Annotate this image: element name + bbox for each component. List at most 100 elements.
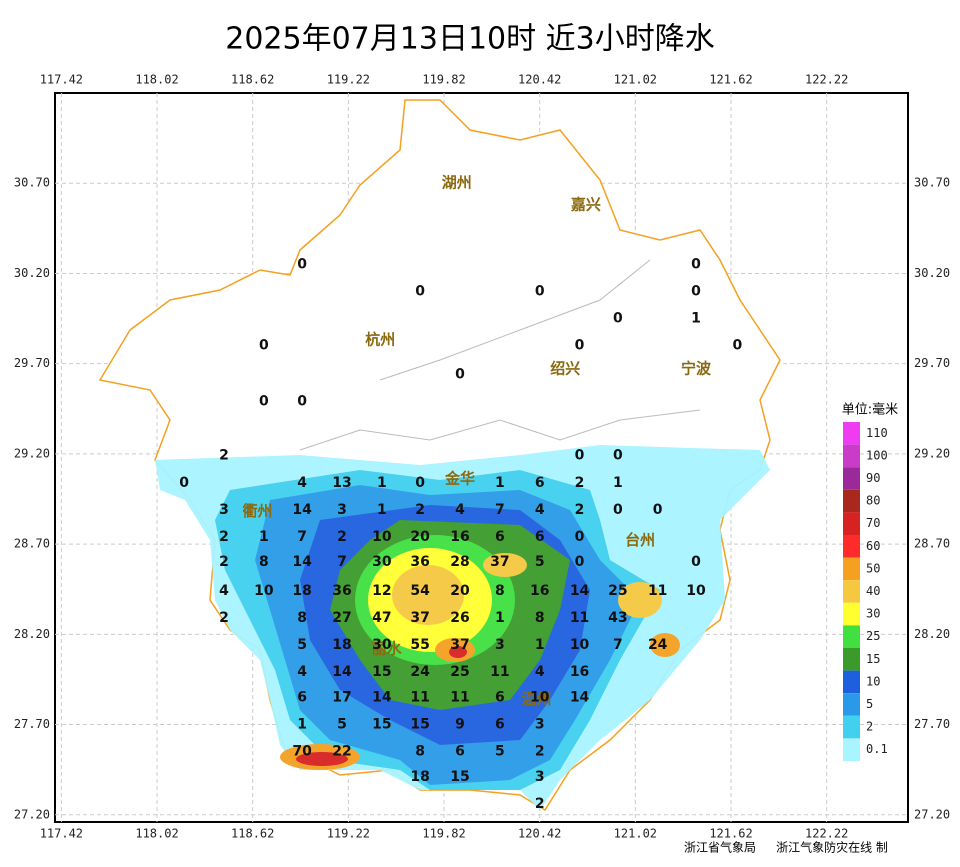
station-value: 3 [535,769,545,785]
station-value: 1 [495,475,505,491]
station-value: 47 [372,610,391,626]
station-value: 16 [450,529,469,545]
station-value: 25 [608,583,627,599]
station-value: 0 [575,529,585,545]
station-value: 14 [332,664,352,680]
rain-shading [155,445,770,810]
station-value: 37 [490,554,509,570]
station-value: 11 [648,583,667,599]
x-tick-label: 118.62 [231,827,274,841]
x-tick-label: 119.82 [422,827,465,841]
y-tick-label: 28.20 [914,627,950,641]
station-value: 18 [292,583,311,599]
city-label: 湖州 [442,174,472,192]
legend-swatch [843,557,860,581]
x-tick-label: 121.62 [709,827,752,841]
legend-label: 50 [866,561,880,575]
station-value: 30 [372,637,392,653]
city-label: 宁波 [681,360,712,378]
station-value: 14 [570,689,590,705]
legend-label: 2 [866,720,873,734]
station-value: 14 [372,689,392,705]
legend-label: 80 [866,494,880,508]
station-value: 12 [372,583,391,599]
station-value: 8 [415,744,425,760]
city-label: 绍兴 [550,360,580,378]
x-tick-label: 117.42 [40,73,83,87]
station-value: 28 [450,554,469,570]
station-value: 10 [372,529,392,545]
station-value: 0 [691,554,701,570]
station-value: 4 [219,583,229,599]
station-value: 5 [297,637,307,653]
x-tick-label: 121.62 [709,73,752,87]
city-label: 衢州 [242,502,272,520]
y-tick-label: 29.70 [14,356,50,370]
station-value: 0 [575,554,585,570]
station-value: 20 [450,583,470,599]
legend-swatch [843,489,860,513]
station-value: 6 [297,689,307,705]
legend-label: 100 [866,448,888,462]
station-value: 6 [455,744,465,760]
station-value: 7 [337,554,347,570]
station-value: 16 [570,664,589,680]
station-value: 0 [691,283,701,299]
station-value: 5 [535,554,545,570]
station-value: 10 [570,637,590,653]
station-value: 6 [535,475,545,491]
station-value: 24 [410,664,430,680]
station-value: 6 [495,529,505,545]
station-value: 18 [332,637,351,653]
station-value: 0 [415,475,425,491]
y-tick-label: 29.70 [914,356,950,370]
rain-area [618,582,662,618]
rain-area [296,752,348,766]
legend-label: 15 [866,652,880,666]
station-value: 22 [332,744,351,760]
city-label: 金华 [444,470,475,488]
station-value: 11 [410,689,429,705]
station-value: 36 [410,554,429,570]
station-value: 26 [450,610,469,626]
station-value: 3 [495,637,505,653]
station-value: 2 [535,796,545,812]
y-tick-label: 30.20 [14,266,50,280]
station-value: 8 [297,610,307,626]
station-value: 1 [613,475,623,491]
station-value: 2 [219,554,229,570]
y-tick-label: 27.70 [914,717,950,731]
y-tick-label: 30.70 [914,176,950,190]
station-value: 5 [337,717,347,733]
x-tick-label: 120.42 [518,73,561,87]
footer: 浙江省气象局 [684,840,756,855]
city-border [299,409,701,451]
station-value: 70 [292,744,312,760]
rain-area [483,553,527,577]
station-value: 7 [495,502,505,518]
city-label: 嘉兴 [570,195,601,213]
city-label: 杭州 [365,331,395,349]
station-value: 36 [332,583,351,599]
station-value: 13 [332,475,351,491]
legend-label: 0.1 [866,742,888,756]
station-value: 2 [415,502,425,518]
y-tick-label: 27.70 [14,717,50,731]
station-value: 0 [415,283,425,299]
x-tick-label: 122.22 [805,827,848,841]
station-value: 14 [292,554,312,570]
station-value: 17 [332,689,351,705]
legend-swatch [843,580,860,603]
station-value: 8 [535,610,545,626]
station-value: 0 [575,338,585,354]
station-value: 15 [372,717,391,733]
station-value: 2 [219,448,229,464]
x-tick-label: 117.42 [40,827,83,841]
station-value: 43 [608,610,627,626]
y-tick-label: 28.70 [14,537,50,551]
legend-swatch [843,512,860,535]
station-value: 20 [410,529,430,545]
station-value: 11 [450,689,469,705]
x-tick-label: 118.02 [135,73,178,87]
